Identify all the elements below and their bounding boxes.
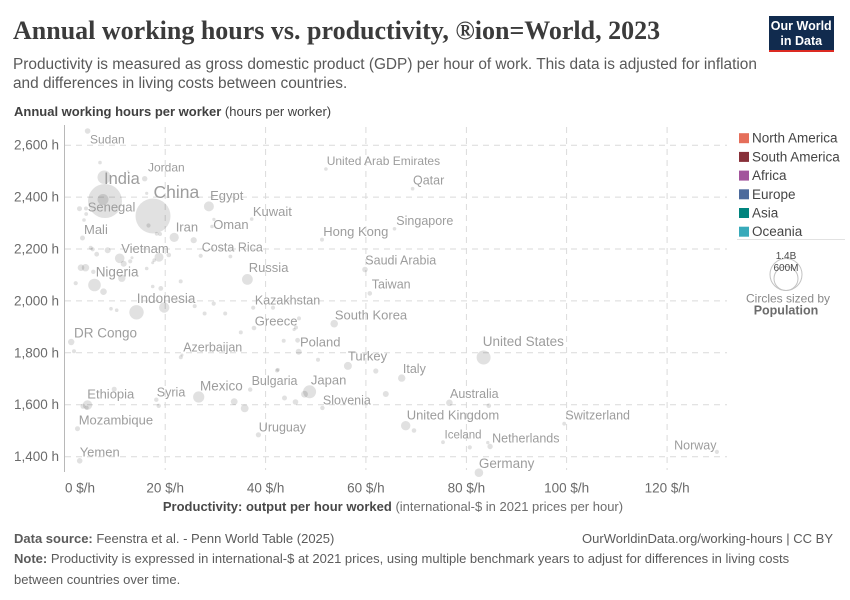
svg-text:Netherlands: Netherlands (492, 431, 559, 445)
svg-text:Nigeria: Nigeria (96, 264, 139, 279)
svg-text:North America: North America (752, 131, 838, 146)
svg-text:600M: 600M (773, 263, 798, 274)
svg-text:Syria: Syria (157, 385, 186, 399)
svg-text:Russia: Russia (249, 260, 290, 275)
svg-text:Africa: Africa (752, 168, 787, 183)
svg-text:100 $/h: 100 $/h (544, 481, 589, 496)
svg-text:Saudi Arabia: Saudi Arabia (365, 254, 436, 268)
svg-text:Taiwan: Taiwan (372, 277, 411, 291)
svg-text:1.4B: 1.4B (776, 251, 797, 262)
svg-text:Productivity: output per hour: Productivity: output per hour worked (in… (163, 499, 623, 514)
svg-text:Mali: Mali (84, 222, 108, 237)
svg-text:Qatar: Qatar (413, 173, 444, 187)
svg-text:Poland: Poland (300, 335, 340, 350)
svg-text:Iceland: Iceland (445, 430, 482, 442)
svg-text:1,400 h: 1,400 h (14, 449, 59, 464)
svg-text:Turkey: Turkey (348, 349, 388, 364)
svg-text:Mexico: Mexico (200, 379, 243, 394)
svg-text:1,800 h: 1,800 h (14, 345, 59, 360)
svg-text:2,200 h: 2,200 h (14, 242, 59, 257)
svg-text:Oman: Oman (213, 217, 248, 232)
svg-text:2,400 h: 2,400 h (14, 190, 59, 205)
svg-text:Vietnam: Vietnam (121, 241, 168, 256)
svg-text:United States: United States (483, 334, 564, 349)
svg-text:Hong Kong: Hong Kong (323, 224, 388, 239)
svg-text:Jordan: Jordan (148, 161, 185, 175)
svg-text:Yemen: Yemen (80, 444, 120, 459)
svg-text:Oceania: Oceania (752, 224, 803, 239)
svg-text:Kazakhstan: Kazakhstan (255, 294, 320, 308)
svg-text:United Arab Emirates: United Arab Emirates (327, 154, 440, 168)
svg-text:Greece: Greece (255, 314, 298, 329)
svg-text:Egypt: Egypt (210, 188, 244, 203)
svg-text:Circles sized by: Circles sized by (746, 291, 830, 305)
svg-text:China: China (154, 182, 200, 202)
svg-text:Mozambique: Mozambique (79, 413, 153, 428)
svg-text:40 $/h: 40 $/h (247, 481, 285, 496)
svg-text:Norway: Norway (674, 438, 717, 452)
svg-text:Germany: Germany (479, 456, 535, 471)
svg-text:Italy: Italy (403, 362, 427, 376)
svg-text:0 $/h: 0 $/h (65, 481, 95, 496)
svg-text:Australia: Australia (450, 387, 499, 401)
svg-text:Population: Population (754, 303, 819, 317)
svg-text:United Kingdom: United Kingdom (407, 408, 500, 423)
svg-text:Japan: Japan (311, 372, 346, 387)
svg-text:20 $/h: 20 $/h (146, 481, 184, 496)
svg-text:Singapore: Singapore (396, 214, 453, 228)
svg-text:South Korea: South Korea (335, 307, 408, 322)
svg-text:80 $/h: 80 $/h (448, 481, 486, 496)
svg-text:60 $/h: 60 $/h (347, 481, 385, 496)
svg-text:South America: South America (752, 149, 840, 164)
svg-text:Bulgaria: Bulgaria (252, 374, 298, 388)
svg-text:Azerbaijan: Azerbaijan (183, 341, 242, 355)
svg-text:Kuwait: Kuwait (253, 204, 292, 219)
svg-text:1,600 h: 1,600 h (14, 397, 59, 412)
svg-text:Senegal: Senegal (88, 200, 136, 215)
svg-text:DR Congo: DR Congo (74, 325, 137, 340)
svg-text:Costa Rica: Costa Rica (202, 241, 263, 255)
svg-text:Sudan: Sudan (90, 133, 125, 147)
svg-text:Slovenia: Slovenia (323, 393, 371, 407)
svg-text:India: India (104, 170, 141, 188)
svg-text:2,000 h: 2,000 h (14, 293, 59, 308)
svg-text:Ethiopia: Ethiopia (87, 387, 135, 402)
svg-text:Iran: Iran (176, 219, 198, 234)
svg-text:2,600 h: 2,600 h (14, 138, 59, 153)
svg-text:Asia: Asia (752, 206, 779, 221)
svg-text:Europe: Europe (752, 187, 796, 202)
svg-text:120 $/h: 120 $/h (645, 481, 690, 496)
svg-text:Switzerland: Switzerland (565, 409, 630, 423)
svg-text:Indonesia: Indonesia (137, 291, 196, 306)
svg-text:Uruguay: Uruguay (259, 421, 307, 435)
